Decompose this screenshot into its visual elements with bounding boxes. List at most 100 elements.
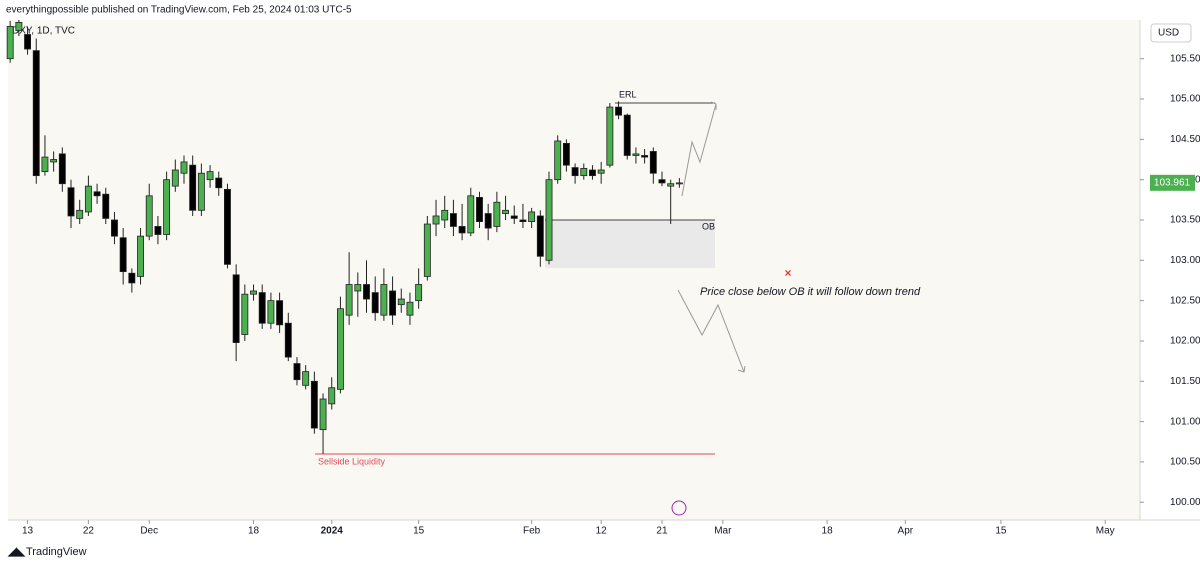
ob-label: OB	[702, 221, 715, 231]
x-tick-label: Apr	[898, 526, 914, 537]
x-tick-label: 18	[822, 526, 834, 537]
candle-body	[102, 193, 110, 219]
down-arrow-head	[737, 365, 746, 373]
candle-body	[510, 215, 518, 219]
candle-body	[432, 215, 440, 225]
x-tick-label: 13	[22, 526, 34, 537]
candle-body	[380, 284, 388, 316]
candle-body	[189, 164, 197, 211]
down-arrow	[677, 289, 745, 373]
y-tick-label: 105.500	[1170, 53, 1200, 64]
candle-body	[93, 191, 101, 197]
x-tick-label: 22	[83, 526, 95, 537]
candle-body	[580, 167, 588, 177]
candle-body	[328, 387, 336, 405]
erl-label: ERL	[619, 89, 637, 99]
candle-body	[484, 213, 492, 229]
candle-body	[476, 197, 483, 223]
candle-body	[76, 209, 84, 219]
candle-body	[163, 179, 171, 235]
candle-body	[458, 226, 466, 234]
candle-body	[128, 272, 136, 284]
candle-body	[675, 182, 683, 185]
candle-body	[154, 226, 162, 235]
candle-body	[658, 179, 666, 184]
y-tick-label: 100.000	[1170, 497, 1200, 508]
candle-body	[423, 223, 431, 277]
last-price-box	[1150, 174, 1195, 191]
footer-logo: ◢◣	[7, 546, 25, 558]
candle-body	[145, 195, 153, 237]
candle-body	[493, 201, 501, 227]
x-tick-label: 2024	[321, 526, 344, 537]
candle-body	[67, 187, 75, 217]
candle-body	[276, 300, 284, 326]
candle-body	[589, 169, 596, 177]
y-tick-label: 103.000	[1170, 255, 1200, 266]
y-tick-label: 104.500	[1170, 134, 1200, 145]
note: Price close below OB it will follow down…	[700, 286, 921, 298]
candle-body	[363, 284, 370, 300]
candle-body	[24, 34, 31, 50]
candle-body	[441, 209, 449, 221]
y-tick-label: 102.000	[1170, 336, 1200, 347]
candle-body	[319, 398, 327, 431]
y-tick-label: 103.500	[1170, 215, 1200, 226]
sellside-label: Sellside Liquidity	[318, 456, 386, 466]
x-tick-label: 12	[596, 526, 608, 537]
candle-body	[649, 151, 657, 174]
candle-body	[302, 371, 310, 386]
candle-body	[32, 50, 40, 177]
candle-body	[6, 26, 14, 60]
header: everythingpossible published on TradingV…	[6, 5, 352, 16]
candle-body	[345, 284, 353, 316]
event-icon	[671, 500, 687, 516]
x-tick-label: Feb	[523, 526, 541, 537]
candle-body	[180, 161, 188, 174]
candle-body	[50, 159, 58, 163]
candle-body	[554, 140, 562, 181]
candle-body	[562, 142, 570, 166]
candle-body	[519, 219, 527, 223]
up-arrow	[681, 103, 717, 197]
candle-body	[615, 106, 622, 116]
candle-body	[545, 179, 553, 261]
candle-body	[284, 322, 292, 358]
candle-body	[415, 284, 423, 302]
candle-body	[258, 292, 266, 324]
candle-body	[119, 237, 127, 273]
candle-body	[15, 22, 23, 31]
candle-body	[597, 169, 605, 174]
candle-body	[623, 114, 631, 156]
footer: TradingView	[26, 546, 87, 558]
symbol: DXY, 1D, TVC	[12, 26, 75, 37]
candle-body	[224, 188, 231, 265]
candle-body	[467, 195, 475, 234]
candle-body	[137, 235, 144, 277]
x-tick-label: Dec	[140, 526, 158, 537]
candle-body	[406, 301, 414, 316]
plot-area	[8, 20, 1140, 520]
candle-body	[171, 169, 179, 187]
candle-body	[111, 219, 118, 237]
candle-body	[389, 290, 397, 316]
x-tick-label: Mar	[714, 526, 732, 537]
y-tick-label: 101.500	[1170, 376, 1200, 387]
candle-body	[502, 209, 510, 214]
y-tick-label: 100.500	[1170, 457, 1200, 468]
candle-body	[84, 185, 92, 213]
candle-body	[41, 156, 49, 173]
candle-body	[606, 106, 614, 166]
currency: USD	[1158, 28, 1179, 39]
candle-body	[241, 293, 249, 335]
candle-body	[371, 292, 379, 314]
candle-body	[571, 167, 579, 177]
last-price: 103.961	[1154, 177, 1191, 188]
candle-body	[641, 155, 649, 158]
y-tick-label: 102.500	[1170, 295, 1200, 306]
candle-body	[267, 300, 275, 324]
currency-box	[1150, 23, 1192, 43]
x-marker: ×	[784, 266, 791, 280]
candle-body	[197, 172, 205, 211]
